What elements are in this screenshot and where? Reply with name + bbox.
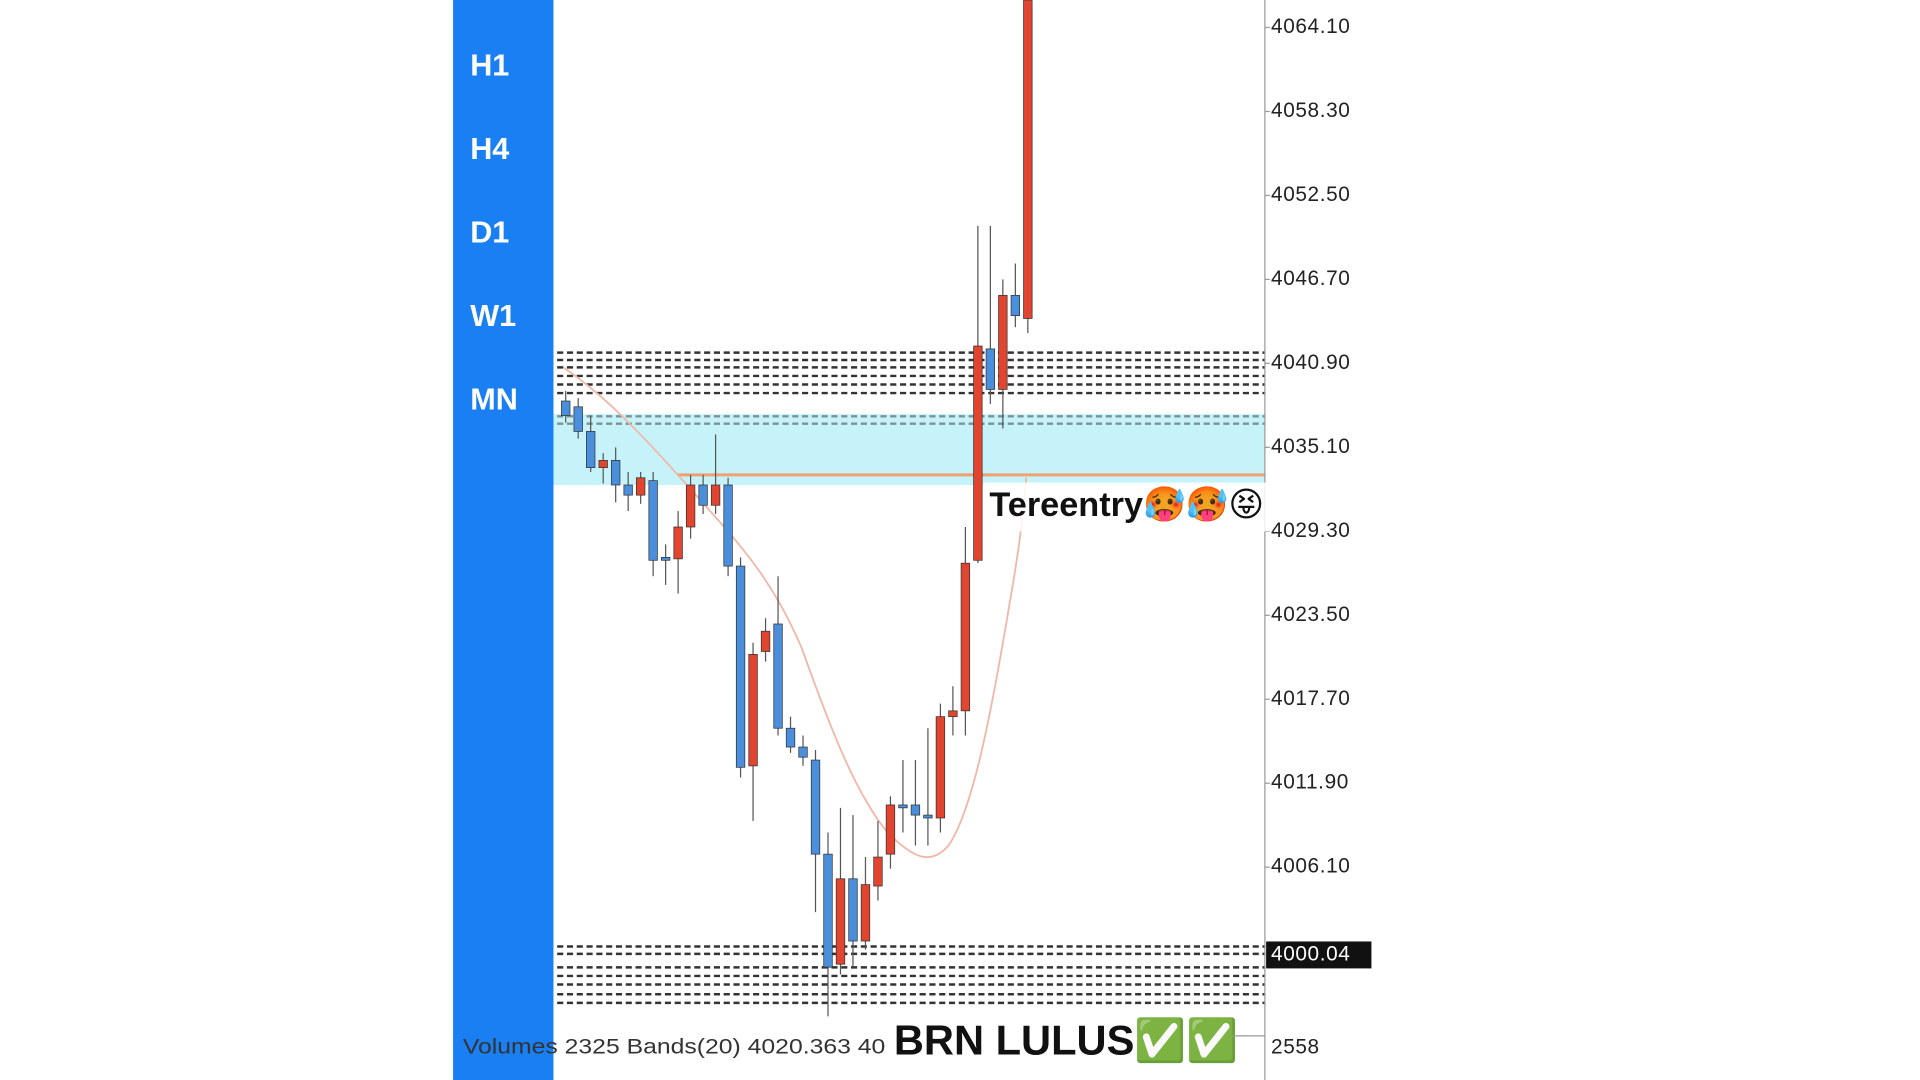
candle-body (773, 623, 783, 729)
candle-body (960, 562, 971, 712)
timeframe-button[interactable]: D1 (470, 215, 509, 249)
candle-body (835, 878, 846, 965)
y-tick-label: 4006.10 (1271, 855, 1350, 878)
y-tick-label: 4017.70 (1271, 687, 1350, 710)
annotation: Tereentry🥵🥵😝 (989, 486, 1264, 524)
candle-body (660, 557, 671, 561)
timeframe-sidebar (453, 0, 554, 1080)
y-tick-label: 4064.10 (1271, 15, 1350, 38)
candle-body (723, 484, 733, 567)
candles (561, 0, 1033, 1017)
candle-body (748, 654, 758, 767)
candle-body (798, 746, 808, 758)
y-tick-label: 4011.90 (1271, 771, 1349, 794)
y-tick-label: 4023.50 (1271, 603, 1350, 626)
candle-body (586, 431, 596, 468)
timeframe-button[interactable]: W1 (470, 299, 516, 333)
candle-body (823, 853, 833, 968)
plot-area (553, 0, 1265, 1080)
candle-body (810, 759, 821, 855)
timeframe-button[interactable]: H4 (470, 132, 509, 166)
y-tick-label: 4052.50 (1271, 183, 1350, 206)
candle-body (760, 630, 771, 652)
volume-axis-label: 2558 (1271, 1036, 1320, 1059)
candle-body (860, 884, 871, 942)
candle-body (998, 294, 1008, 390)
supply-zone (553, 414, 1265, 485)
candle-body (685, 484, 696, 528)
candle-body (985, 348, 996, 390)
candle-body (898, 804, 908, 809)
candle-body (636, 477, 646, 496)
candle-body (785, 727, 796, 748)
y-tick-label: 4058.30 (1271, 99, 1350, 122)
candle-body (623, 484, 633, 496)
y-tick-label: 4035.10 (1271, 435, 1350, 458)
candle-body (910, 804, 921, 816)
candle-body (885, 804, 896, 855)
candle-body (848, 878, 858, 942)
candle-body (710, 484, 721, 506)
annotation-bg (887, 1016, 1229, 1071)
y-tick-label: 4029.30 (1271, 519, 1350, 542)
candle-body (973, 345, 983, 561)
indicator-label: Volumes 2325 Bands(20) 4020.363 40 (463, 1036, 885, 1059)
y-tick-label: 4046.70 (1271, 267, 1350, 290)
axis-labels: 4064.10 4058.30 4052.50 4046.70 4040.90 4035.… (1264, 15, 1372, 969)
candle-body (923, 814, 933, 819)
candle-body (648, 480, 658, 561)
candle-body (935, 716, 946, 819)
last-price-label: 4000.04 (1271, 942, 1350, 965)
candle-body (735, 565, 746, 768)
candle-body (948, 710, 958, 718)
y-tick-label: 4040.90 (1271, 351, 1350, 374)
candle-body (673, 526, 683, 560)
candle-body (611, 460, 621, 486)
timeframe-list: H1 H4 D1 W1 MN (470, 48, 518, 416)
candle-body (698, 484, 708, 506)
candle-body (561, 400, 571, 416)
annotation-bg (983, 482, 1273, 532)
annotation: BRN LULUS✅✅ (894, 1016, 1238, 1064)
candle-body (573, 406, 583, 432)
candle-body (1010, 294, 1021, 316)
moving-average (562, 366, 1028, 859)
candle-body (598, 460, 608, 468)
dashed-levels (557, 351, 1265, 1005)
timeframe-button[interactable]: H1 (470, 48, 509, 82)
last-price-box (1266, 941, 1372, 969)
zone-layer (553, 414, 1265, 485)
timeframe-button[interactable]: MN (470, 382, 518, 416)
candle-body (1023, 0, 1033, 319)
candle-body (873, 856, 883, 887)
